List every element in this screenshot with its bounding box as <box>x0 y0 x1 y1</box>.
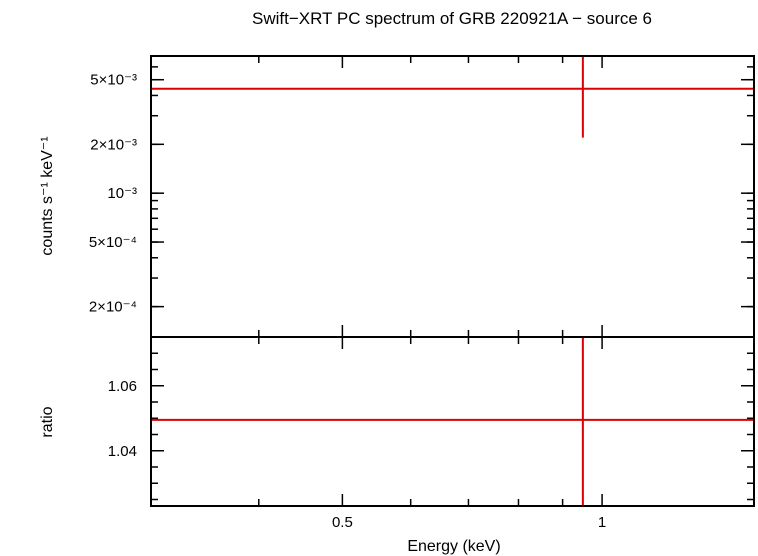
spectrum-y-tick-label: 10⁻³ <box>107 185 137 202</box>
spectrum-frame <box>150 55 755 338</box>
spectrum-marks <box>151 56 754 138</box>
spectrum-y-tick-label: 5×10⁻⁴ <box>89 234 137 251</box>
spectrum-y-tick-label: 2×10⁻⁴ <box>89 299 137 316</box>
ratio-y-axis-label: ratio <box>39 406 56 437</box>
spectrum-y-tick-label: 2×10⁻³ <box>90 136 137 153</box>
ratio-ticks: 1.06 1.04 0.5 1 <box>108 336 754 531</box>
spectrum-y-axis-label: counts s⁻¹ keV⁻¹ <box>39 136 56 255</box>
x-tick-label: 1 <box>598 514 606 531</box>
spectrum-y-tick-label: 5×10⁻³ <box>90 72 137 89</box>
ratio-panel: 1.06 1.04 0.5 1 ratio Energy (keV) <box>39 336 755 555</box>
ratio-y-tick-label: 1.06 <box>108 378 137 395</box>
ratio-y-tick-label: 1.04 <box>108 443 137 460</box>
chart-title: Swift−XRT PC spectrum of GRB 220921A − s… <box>252 9 652 28</box>
x-tick-label: 0.5 <box>332 514 353 531</box>
spectrum-ticks: 5×10⁻³ 2×10⁻³ 10⁻³ 5×10⁻⁴ 2×10⁻⁴ <box>89 56 754 337</box>
ratio-marks <box>151 337 754 506</box>
spectrum-panel: 5×10⁻³ 2×10⁻³ 10⁻³ 5×10⁻⁴ 2×10⁻⁴ counts s⁻¹ … <box>39 55 755 338</box>
x-axis-label: Energy (keV) <box>407 538 500 555</box>
ratio-frame <box>150 336 755 507</box>
